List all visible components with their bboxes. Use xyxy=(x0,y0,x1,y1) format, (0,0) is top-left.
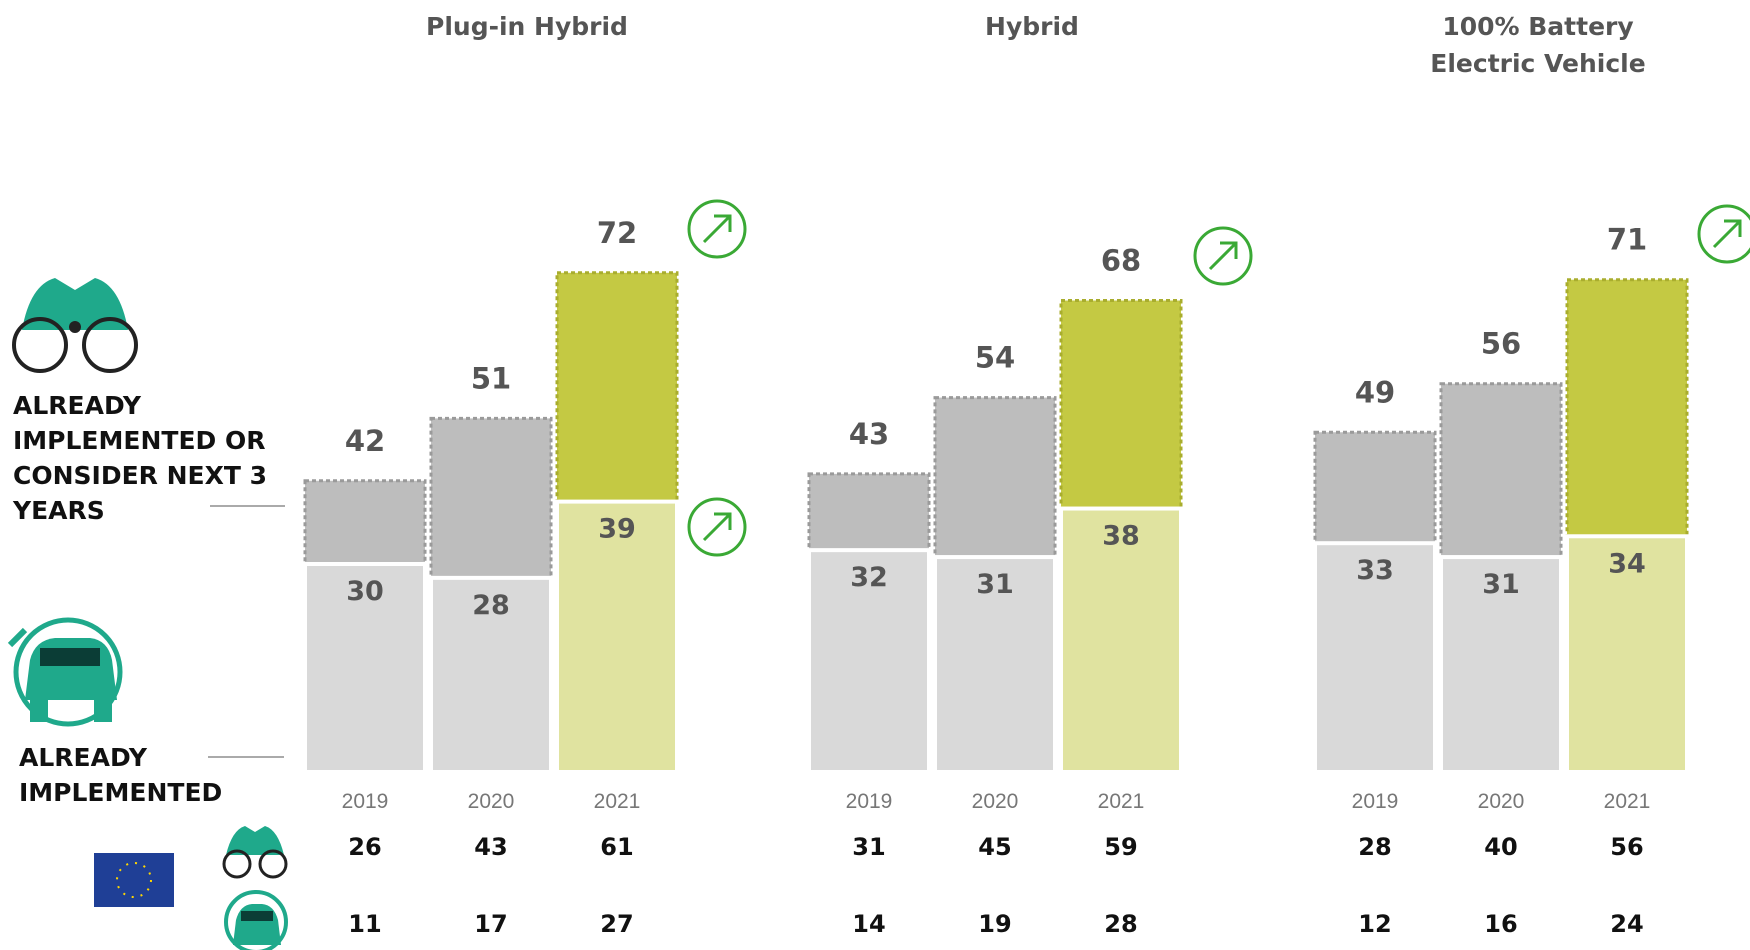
value-label: 42 xyxy=(345,424,385,458)
x-tick-label: 2020 xyxy=(1478,790,1525,813)
value-label: 31 xyxy=(976,569,1014,600)
eu-flag xyxy=(94,853,174,907)
eu-value: 11 xyxy=(348,910,381,938)
x-tick-label: 2019 xyxy=(1352,790,1399,813)
chart-title: Hybrid xyxy=(985,12,1079,41)
x-tick-label: 2019 xyxy=(342,790,389,813)
eu-value: 28 xyxy=(1358,833,1391,861)
eu-value: 28 xyxy=(1104,910,1137,938)
small-car xyxy=(224,890,288,950)
eu-value: 40 xyxy=(1484,833,1517,861)
eu-value: 14 xyxy=(852,910,885,938)
binoculars-icon xyxy=(12,278,138,373)
value-label: 34 xyxy=(1608,548,1646,579)
eu-value: 26 xyxy=(348,833,381,861)
eu-value: 56 xyxy=(1610,833,1643,861)
bar-implemented xyxy=(303,562,427,774)
value-label: 68 xyxy=(1101,244,1141,278)
bar-implemented xyxy=(807,548,931,775)
eu-value: 24 xyxy=(1610,910,1643,938)
chart-title: 100% Battery Electric Vehicle xyxy=(1430,12,1646,78)
value-label: 39 xyxy=(598,514,636,545)
eu-value: 31 xyxy=(852,833,885,861)
value-label: 30 xyxy=(346,576,384,607)
value-label: 43 xyxy=(849,417,889,451)
bar-implemented xyxy=(555,499,679,774)
x-tick-label: 2021 xyxy=(594,790,641,813)
value-label: 72 xyxy=(597,216,637,250)
value-label: 33 xyxy=(1356,555,1394,586)
small-binoculars xyxy=(222,826,288,879)
legend-implemented: ALREADY IMPLEMENTED xyxy=(19,743,223,807)
bar-implemented xyxy=(1059,506,1183,774)
x-tick-label: 2021 xyxy=(1098,790,1145,813)
eu-value: 17 xyxy=(474,910,507,938)
eu-value: 61 xyxy=(600,833,633,861)
eu-value: 19 xyxy=(978,910,1011,938)
chart-title: Plug-in Hybrid xyxy=(426,12,628,41)
bar-implemented xyxy=(429,575,553,774)
eu-value: 45 xyxy=(978,833,1011,861)
x-tick-label: 2019 xyxy=(846,790,893,813)
value-label: 56 xyxy=(1481,327,1521,361)
value-label: 51 xyxy=(471,361,511,395)
bar-implemented xyxy=(1439,555,1563,774)
value-label: 38 xyxy=(1102,521,1140,552)
value-label: 31 xyxy=(1482,569,1520,600)
value-label: 71 xyxy=(1607,223,1647,257)
bar-implemented xyxy=(1313,541,1437,775)
legend-consider: ALREADY IMPLEMENTED OR CONSIDER NEXT 3 Y… xyxy=(13,391,268,525)
x-tick-label: 2020 xyxy=(468,790,515,813)
value-label: 32 xyxy=(850,562,888,593)
value-label: 54 xyxy=(975,341,1015,375)
value-label: 49 xyxy=(1355,375,1395,409)
car-icon xyxy=(7,617,123,727)
x-tick-label: 2020 xyxy=(972,790,1019,813)
bar-implemented xyxy=(1565,534,1689,774)
eu-value: 16 xyxy=(1484,910,1517,938)
eu-value: 12 xyxy=(1358,910,1391,938)
eu-value: 59 xyxy=(1104,833,1137,861)
value-label: 28 xyxy=(472,590,510,621)
eu-value: 43 xyxy=(474,833,507,861)
trend-arrows xyxy=(687,199,1750,557)
eu-value: 27 xyxy=(600,910,633,938)
bar-implemented xyxy=(933,555,1057,774)
x-tick-label: 2021 xyxy=(1604,790,1651,813)
